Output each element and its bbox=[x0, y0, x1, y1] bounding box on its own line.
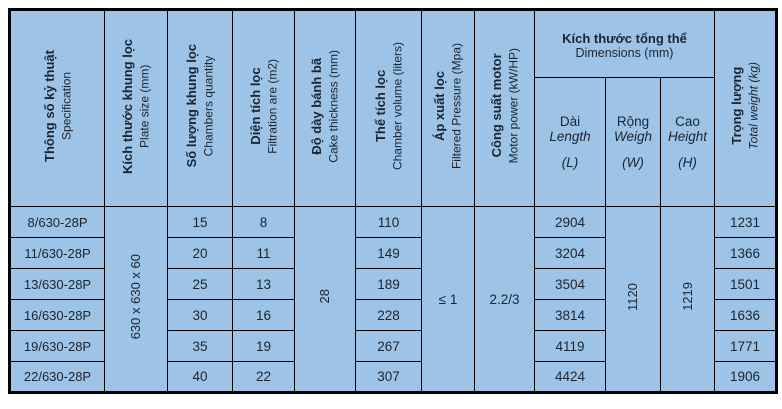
header-chamber-volume: Thể tích lọc Chamber volume (liters) bbox=[355, 9, 422, 207]
chamber-volume-cell: 189 bbox=[355, 268, 422, 300]
filtration-area-cell: 13 bbox=[232, 268, 295, 300]
header-specification-en: Specification bbox=[59, 71, 74, 141]
filtration-area-cell: 16 bbox=[232, 299, 295, 331]
header-dimensions-group: Kích thước tổng thể Dimensions (mm) bbox=[533, 9, 716, 78]
total-weight-cell: 1501 bbox=[714, 268, 778, 300]
chamber-volume-cell: 110 bbox=[355, 206, 422, 238]
chambers-cell: 40 bbox=[167, 361, 233, 393]
header-dimensions-group-vi: Kích thước tổng thể bbox=[562, 30, 687, 46]
model-cell: 8/630-28P bbox=[9, 206, 105, 238]
plate-size-cell: 630 x 630 x 60 bbox=[104, 206, 168, 393]
chamber-volume-cell: 267 bbox=[355, 330, 422, 362]
header-cake-thickness: Độ dày bánh bã Cake thickness (mm) bbox=[294, 9, 356, 207]
chambers-cell: 15 bbox=[167, 206, 233, 238]
header-motor-power: Công suất motor Motor power (kW/HP) bbox=[474, 9, 535, 207]
header-specification: Thông số kỷ thuật Specification bbox=[9, 9, 105, 207]
total-weight-cell: 1366 bbox=[714, 237, 778, 269]
table-row: 13/630-28P 25 13 189 3504 1501 bbox=[9, 268, 778, 300]
header-chambers-quantity: Số lượng khung lọc Chambers quantity bbox=[167, 9, 233, 207]
chambers-cell: 25 bbox=[167, 268, 233, 300]
filter-press-spec-table: Thông số kỷ thuật Specification Kích thướ… bbox=[8, 8, 779, 394]
motor-power-cell: 2.2/3 bbox=[474, 206, 535, 393]
chamber-volume-cell: 307 bbox=[355, 361, 422, 393]
chambers-cell: 20 bbox=[167, 237, 233, 269]
header-filtered-pressure: Áp xuất lọc Filtered Pressure (Mpa) bbox=[421, 9, 475, 207]
header-dimensions-group-en: Dimensions (mm) bbox=[575, 45, 674, 60]
table-row: 22/630-28P 40 22 307 4424 1906 bbox=[9, 361, 778, 393]
table-row: 11/630-28P 20 11 149 3204 1366 bbox=[9, 237, 778, 269]
header-filtration-area: Diện tích lọc Filtration are (m2) bbox=[232, 9, 295, 207]
length-cell: 4424 bbox=[534, 361, 606, 393]
model-cell: 11/630-28P bbox=[9, 237, 105, 269]
model-cell: 22/630-28P bbox=[9, 361, 105, 393]
total-weight-cell: 1231 bbox=[714, 206, 778, 238]
table-row: 19/630-28P 35 19 267 4119 1771 bbox=[9, 330, 778, 362]
filtered-pressure-cell: ≤ 1 bbox=[421, 206, 475, 393]
total-weight-cell: 1636 bbox=[714, 299, 778, 331]
length-cell: 3504 bbox=[534, 268, 606, 300]
model-cell: 19/630-28P bbox=[9, 330, 105, 362]
table-row: 8/630-28P 630 x 630 x 60 15 8 28 110 ≤ 1… bbox=[9, 206, 778, 393]
chambers-cell: 30 bbox=[167, 299, 233, 331]
length-cell: 3204 bbox=[534, 237, 606, 269]
chamber-volume-cell: 149 bbox=[355, 237, 422, 269]
width-cell: 1120 bbox=[605, 206, 661, 393]
subheader-width: Rộng Weigh (W) bbox=[605, 77, 661, 207]
length-cell: 2904 bbox=[534, 206, 606, 238]
table-row: 16/630-28P 30 16 228 3814 1636 bbox=[9, 299, 778, 331]
chamber-volume-cell: 228 bbox=[355, 299, 422, 331]
filtration-area-cell: 8 bbox=[232, 206, 295, 238]
chambers-cell: 35 bbox=[167, 330, 233, 362]
filtration-area-cell: 11 bbox=[232, 237, 295, 269]
length-cell: 4119 bbox=[534, 330, 606, 362]
length-cell: 3814 bbox=[534, 299, 606, 331]
height-cell: 1219 bbox=[659, 206, 716, 393]
subheader-length: Dài Length (L) bbox=[534, 77, 606, 207]
filtration-area-cell: 22 bbox=[232, 361, 295, 393]
header-plate-size: Kích thước khung lọc Plate size (mm) bbox=[104, 9, 168, 207]
model-cell: 16/630-28P bbox=[9, 299, 105, 331]
subheader-height: Cao Height (H) bbox=[659, 77, 716, 207]
header-specification-vi: Thông số kỷ thuật bbox=[41, 50, 57, 162]
cake-thickness-cell: 28 bbox=[294, 206, 356, 393]
header-total-weight: Trọng lượng Total weight (kg) bbox=[714, 9, 778, 207]
total-weight-cell: 1906 bbox=[714, 361, 778, 393]
model-cell: 13/630-28P bbox=[9, 268, 105, 300]
filtration-area-cell: 19 bbox=[232, 330, 295, 362]
total-weight-cell: 1771 bbox=[714, 330, 778, 362]
